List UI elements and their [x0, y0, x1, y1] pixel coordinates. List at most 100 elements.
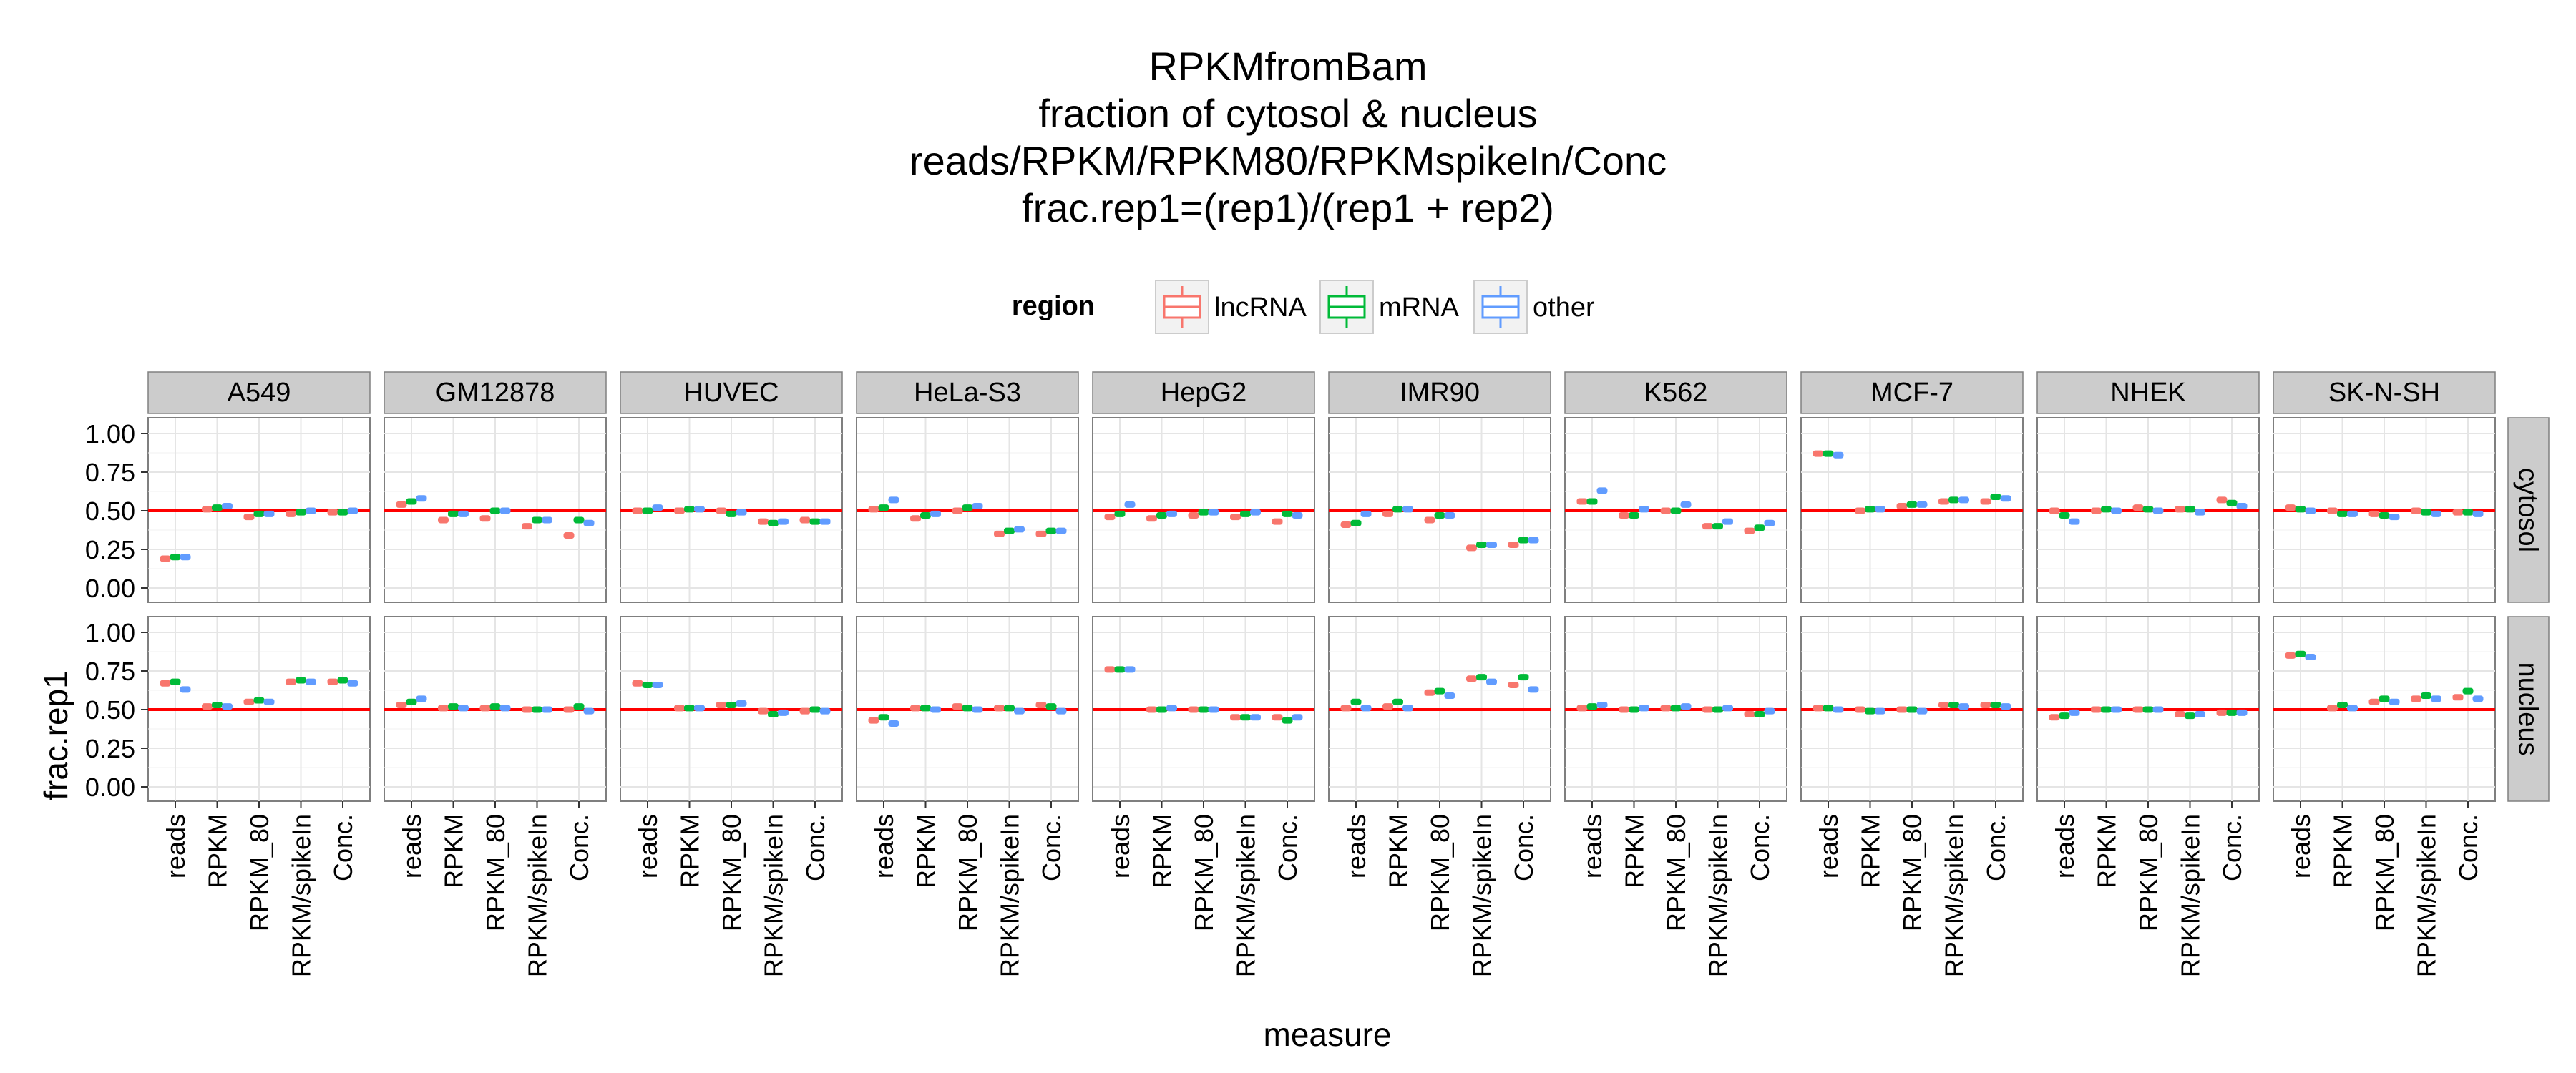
box-lncRNA [1230, 714, 1241, 721]
box-lncRNA [479, 515, 491, 522]
box-mRNA [1865, 506, 1875, 513]
box-lncRNA [2216, 496, 2228, 504]
box-lncRNA [758, 707, 769, 715]
box-mRNA [1392, 506, 1403, 513]
box-mRNA [962, 705, 973, 712]
box-lncRNA [2285, 652, 2296, 659]
facet-strip-HeLa-S3 [856, 371, 1079, 414]
box-mRNA [2142, 506, 2154, 513]
box-other [1486, 678, 1497, 685]
x-tick-label: Conc. [565, 814, 594, 881]
box-other [1360, 510, 1372, 517]
x-tick-label: RPKM [1148, 814, 1177, 888]
box-lncRNA [716, 507, 727, 514]
box-mRNA [809, 518, 821, 525]
legend-label: lncRNA [1214, 293, 1307, 323]
box-other [458, 705, 469, 712]
box-lncRNA [2411, 507, 2421, 514]
x-tick-label: RPKM [912, 814, 941, 888]
x-axis-title: measure [1264, 1016, 1392, 1053]
box-other [888, 496, 899, 504]
box-other [1292, 714, 1303, 721]
x-tick-label: Conc. [1745, 814, 1775, 881]
box-mRNA [726, 510, 737, 517]
box-lncRNA [1424, 689, 1435, 696]
box-lncRNA [2049, 507, 2060, 514]
box-other [263, 698, 275, 705]
box-lncRNA [1188, 706, 1199, 713]
box-lncRNA [1035, 530, 1047, 537]
x-tick-label: RPKM/spikeIn [2412, 814, 2441, 977]
box-other [306, 678, 316, 685]
box-mRNA [573, 703, 585, 710]
x-tick-label: RPKM_80 [717, 814, 746, 931]
x-tick-label: Conc. [1981, 814, 2011, 881]
box-other [2069, 709, 2080, 716]
box-lncRNA [716, 702, 727, 709]
box-mRNA [406, 498, 417, 505]
box-lncRNA [1619, 511, 1629, 519]
box-lncRNA [479, 705, 491, 712]
chart-title-line: fraction of cytosol & nucleus [1038, 91, 1537, 136]
box-lncRNA [910, 515, 921, 522]
box-mRNA [642, 507, 653, 514]
box-lncRNA [1382, 703, 1393, 710]
x-tick-label: RPKM_80 [245, 814, 274, 931]
x-tick-label: reads [2050, 814, 2079, 878]
legend-label: mRNA [1379, 293, 1460, 323]
box-lncRNA [799, 707, 811, 715]
box-other [1402, 705, 1413, 712]
box-other [2111, 507, 2122, 514]
y-tick-label: 0.25 [85, 535, 135, 564]
box-mRNA [1948, 702, 1959, 709]
x-tick-label: reads [1342, 814, 1371, 878]
x-tick-label: RPKM_80 [953, 814, 982, 931]
box-other [306, 507, 316, 514]
box-other [180, 554, 191, 561]
box-other [1875, 707, 1885, 715]
box-mRNA [212, 702, 223, 709]
box-mRNA [2226, 709, 2238, 716]
box-lncRNA [2216, 709, 2228, 716]
x-tick-label: reads [633, 814, 663, 878]
box-lncRNA [160, 680, 171, 687]
box-mRNA [170, 554, 181, 561]
box-lncRNA [327, 509, 338, 516]
box-other [2389, 514, 2400, 521]
box-other [1402, 506, 1413, 513]
box-other [542, 706, 552, 713]
box-other [1055, 707, 1067, 715]
box-mRNA [1198, 509, 1209, 516]
x-tick-label: RPKM/spikeIn [1231, 814, 1261, 977]
box-other [583, 707, 595, 715]
box-other [1124, 501, 1136, 508]
box-mRNA [1754, 524, 1765, 531]
x-tick-label: RPKM_80 [1662, 814, 1691, 931]
box-lncRNA [1035, 702, 1047, 709]
box-lncRNA [2091, 507, 2102, 514]
x-tick-label: Conc. [1037, 814, 1066, 881]
facet-strip-SK-N-SH [2273, 371, 2496, 414]
box-mRNA [2059, 511, 2070, 519]
x-tick-label: reads [869, 814, 899, 878]
box-other [2111, 706, 2122, 713]
box-other [458, 510, 469, 517]
chart-title-line: frac.rep1=(rep1)/(rep1 + rep2) [1022, 185, 1554, 230]
box-mRNA [1240, 714, 1251, 721]
x-tick-label: RPKM/spikeIn [759, 814, 789, 977]
box-mRNA [2101, 706, 2112, 713]
facet-strip-NHEK [2036, 371, 2260, 414]
x-tick-label: RPKM_80 [1425, 814, 1455, 931]
box-lncRNA [952, 703, 963, 710]
box-mRNA [1350, 519, 1362, 526]
box-other [1875, 506, 1885, 513]
box-mRNA [1823, 705, 1834, 712]
box-lncRNA [1938, 498, 1949, 505]
box-mRNA [1865, 707, 1875, 715]
y-tick-label: 0.50 [85, 496, 135, 526]
x-tick-label: RPKM/spikeIn [1940, 814, 1969, 977]
box-mRNA [1712, 523, 1723, 530]
box-other [2347, 705, 2358, 712]
box-other [819, 707, 831, 715]
